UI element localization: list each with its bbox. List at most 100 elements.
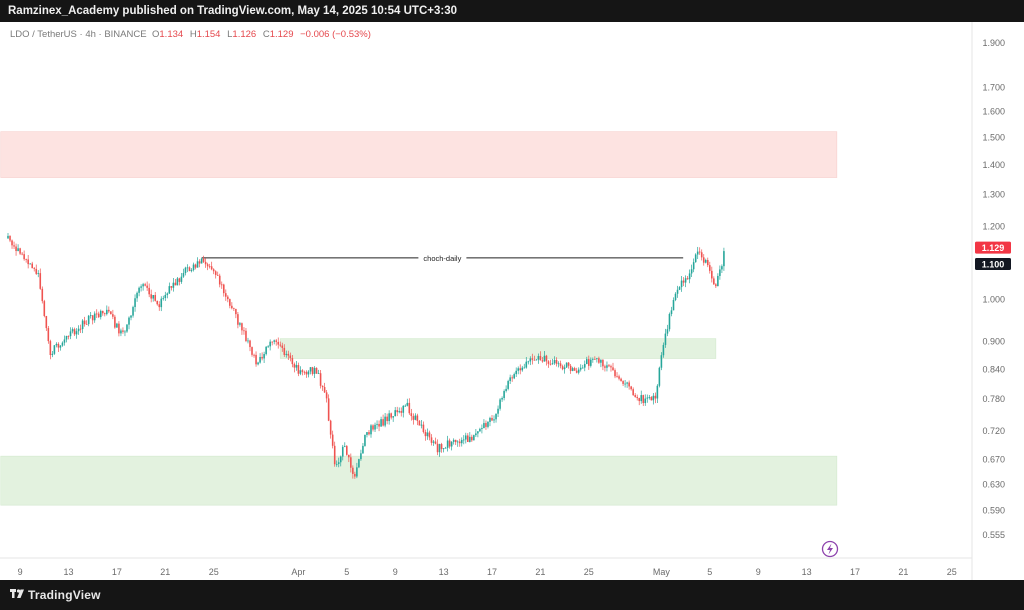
candle[interactable]	[654, 392, 657, 404]
candle[interactable]	[124, 330, 126, 337]
candle[interactable]	[517, 366, 520, 375]
candle[interactable]	[519, 364, 522, 375]
candle[interactable]	[553, 356, 556, 365]
candle[interactable]	[535, 358, 538, 361]
candle[interactable]	[59, 345, 62, 351]
candle[interactable]	[154, 292, 157, 302]
candle[interactable]	[231, 302, 233, 310]
candle[interactable]	[585, 356, 588, 365]
candle[interactable]	[561, 364, 564, 371]
candle[interactable]	[471, 434, 473, 442]
candle[interactable]	[400, 407, 403, 417]
candle[interactable]	[386, 413, 388, 425]
candle[interactable]	[114, 314, 116, 329]
candle[interactable]	[138, 286, 140, 297]
candle[interactable]	[97, 311, 100, 319]
candle[interactable]	[577, 367, 580, 375]
candle[interactable]	[505, 385, 507, 393]
candle[interactable]	[477, 431, 479, 438]
candle[interactable]	[608, 363, 610, 368]
candle[interactable]	[690, 264, 693, 277]
candle[interactable]	[380, 416, 382, 427]
candle[interactable]	[206, 262, 209, 271]
candle[interactable]	[632, 387, 634, 396]
candle[interactable]	[604, 364, 606, 372]
candle[interactable]	[376, 420, 378, 429]
candle[interactable]	[523, 363, 526, 369]
candle[interactable]	[598, 356, 600, 364]
candle[interactable]	[172, 277, 175, 292]
candle[interactable]	[110, 311, 112, 315]
candle[interactable]	[255, 351, 257, 367]
candle[interactable]	[204, 258, 207, 268]
candle[interactable]	[83, 316, 86, 327]
candlestick-chart[interactable]: choch-daily 1.900 1.700 1.600 1.500 1.400 1.3…	[0, 22, 1024, 580]
candle[interactable]	[89, 311, 92, 319]
candle[interactable]	[198, 259, 201, 268]
candle[interactable]	[168, 282, 171, 294]
candle[interactable]	[71, 327, 74, 334]
candle[interactable]	[612, 362, 614, 371]
candle[interactable]	[162, 295, 165, 301]
candle[interactable]	[87, 314, 90, 327]
candle[interactable]	[112, 309, 114, 320]
candle[interactable]	[491, 414, 493, 422]
candle[interactable]	[692, 258, 695, 273]
candle[interactable]	[271, 341, 273, 346]
candle[interactable]	[91, 315, 94, 325]
candle[interactable]	[531, 353, 534, 365]
candle[interactable]	[53, 345, 56, 355]
candle[interactable]	[194, 263, 197, 270]
candle[interactable]	[493, 415, 495, 424]
candle[interactable]	[634, 393, 636, 398]
candle[interactable]	[65, 335, 68, 343]
candle[interactable]	[678, 286, 681, 291]
candle[interactable]	[93, 311, 96, 323]
candle[interactable]	[279, 341, 282, 348]
candle[interactable]	[668, 312, 671, 332]
candle[interactable]	[579, 364, 582, 372]
candle[interactable]	[192, 262, 195, 272]
candle[interactable]	[243, 327, 245, 335]
candle[interactable]	[253, 353, 255, 358]
candle[interactable]	[212, 268, 215, 275]
candle[interactable]	[241, 322, 243, 335]
candle[interactable]	[680, 276, 683, 292]
candle[interactable]	[590, 357, 592, 368]
candle[interactable]	[13, 241, 15, 250]
candle[interactable]	[251, 346, 253, 357]
candle[interactable]	[458, 438, 461, 447]
candle[interactable]	[176, 277, 179, 286]
candle[interactable]	[717, 273, 719, 287]
candle[interactable]	[700, 249, 703, 261]
candle[interactable]	[412, 413, 415, 425]
supply-zone[interactable]	[0, 131, 838, 178]
candle[interactable]	[79, 324, 82, 333]
candle[interactable]	[33, 267, 36, 272]
candle[interactable]	[263, 351, 265, 363]
candle[interactable]	[315, 367, 318, 374]
candle[interactable]	[233, 307, 235, 312]
candle[interactable]	[362, 443, 364, 454]
candle[interactable]	[438, 443, 441, 457]
candle[interactable]	[715, 283, 717, 288]
candle[interactable]	[281, 342, 284, 352]
candle[interactable]	[721, 264, 723, 274]
candle[interactable]	[719, 265, 721, 280]
candle[interactable]	[408, 398, 411, 415]
candle[interactable]	[216, 271, 219, 276]
candle[interactable]	[360, 449, 362, 461]
candle[interactable]	[7, 233, 9, 239]
candle[interactable]	[341, 444, 344, 461]
candle[interactable]	[378, 420, 380, 432]
candle[interactable]	[525, 357, 528, 369]
candle[interactable]	[620, 377, 622, 382]
candle[interactable]	[388, 410, 390, 425]
candle[interactable]	[249, 339, 251, 352]
candle[interactable]	[448, 438, 451, 449]
candle[interactable]	[652, 392, 655, 405]
candle[interactable]	[709, 261, 711, 274]
candle[interactable]	[319, 370, 322, 389]
candle[interactable]	[55, 342, 58, 348]
candle[interactable]	[456, 440, 459, 447]
